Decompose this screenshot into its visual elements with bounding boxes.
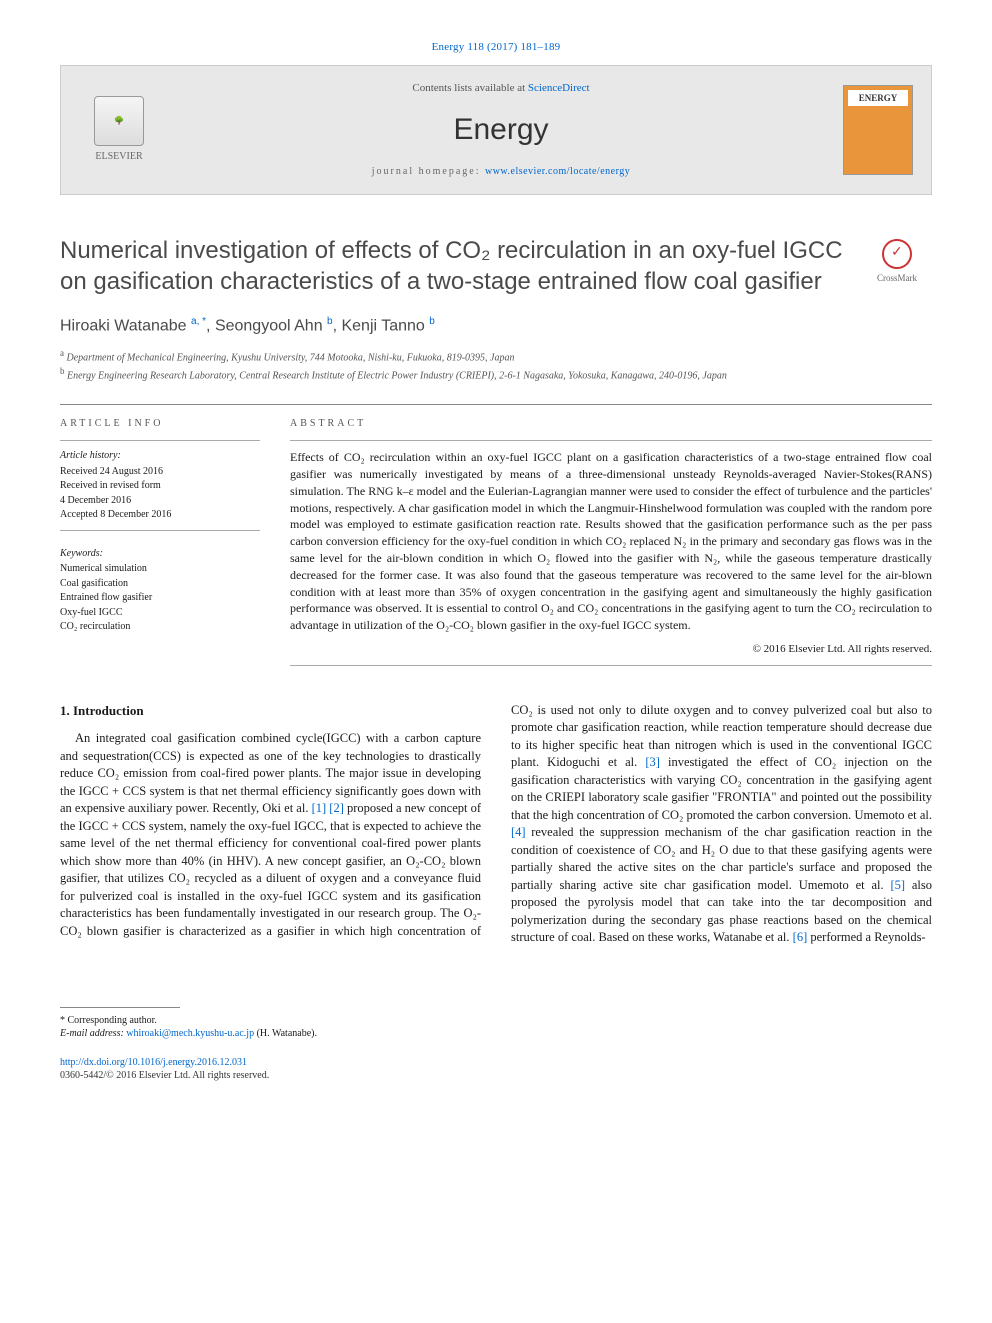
keyword: Oxy-fuel IGCC <box>60 606 260 620</box>
history-item: 4 December 2016 <box>60 494 260 508</box>
title-row: Numerical investigation of effects of CO… <box>60 235 932 297</box>
authors-line: Hiroaki Watanabe a, *, Seongyool Ahn b, … <box>60 315 932 337</box>
email-line: E-mail address: whiroaki@mech.kyushu-u.a… <box>60 1027 932 1040</box>
homepage-prefix: journal homepage: <box>372 166 485 177</box>
section-1-heading: 1. Introduction <box>60 702 481 720</box>
abstract-heading: ABSTRACT <box>290 417 932 431</box>
contents-prefix: Contents lists available at <box>412 82 527 94</box>
abstract-text: Effects of CO₂ recirculation within an o… <box>290 449 932 634</box>
keyword: Numerical simulation <box>60 562 260 576</box>
crossmark-label: CrossMark <box>877 273 917 283</box>
ref-link-2[interactable]: [2] <box>329 801 344 815</box>
affiliations: a Department of Mechanical Engineering, … <box>60 347 932 384</box>
text-run: revealed the suppression mechanism of th… <box>511 825 932 892</box>
article-title: Numerical investigation of effects of CO… <box>60 235 850 297</box>
article-info-column: ARTICLE INFO Article history: Received 2… <box>60 417 260 666</box>
contents-available: Contents lists available at ScienceDirec… <box>159 81 843 96</box>
history-item: Accepted 8 December 2016 <box>60 508 260 522</box>
affiliation-b-text: Energy Engineering Research Laboratory, … <box>67 371 727 382</box>
email-link[interactable]: whiroaki@mech.kyushu-u.ac.jp <box>126 1028 254 1039</box>
crossmark-widget[interactable]: CrossMark <box>862 239 932 284</box>
keyword: CO₂ recirculation <box>60 620 260 634</box>
issn-line: 0360-5442/© 2016 Elsevier Ltd. All right… <box>60 1069 932 1083</box>
homepage-line: journal homepage: www.elsevier.com/locat… <box>159 165 843 179</box>
publisher-name: ELSEVIER <box>79 150 159 164</box>
page-container: Energy 118 (2017) 181–189 🌳 ELSEVIER Con… <box>0 0 992 1113</box>
homepage-link[interactable]: www.elsevier.com/locate/energy <box>485 166 630 177</box>
journal-name: Energy <box>159 110 843 151</box>
article-info-heading: ARTICLE INFO <box>60 417 260 431</box>
email-suffix: (H. Watanabe). <box>254 1028 317 1039</box>
body-text: 1. Introduction An integrated coal gasif… <box>60 702 932 947</box>
history-label: Article history: <box>60 449 260 463</box>
history-item: Received in revised form <box>60 479 260 493</box>
keywords-label: Keywords: <box>60 547 260 561</box>
header-center: Contents lists available at ScienceDirec… <box>159 81 843 178</box>
abstract-column: ABSTRACT Effects of CO₂ recirculation wi… <box>290 417 932 666</box>
publisher-logo[interactable]: 🌳 ELSEVIER <box>79 96 159 164</box>
keyword: Entrained flow gasifier <box>60 591 260 605</box>
doi-link[interactable]: http://dx.doi.org/10.1016/j.energy.2016.… <box>60 1057 247 1068</box>
ref-link-6[interactable]: [6] <box>793 930 808 944</box>
affiliation-b: b Energy Engineering Research Laboratory… <box>60 365 932 383</box>
rule-above-info <box>60 404 932 405</box>
footnote-separator <box>60 1007 180 1008</box>
doi-line: http://dx.doi.org/10.1016/j.energy.2016.… <box>60 1056 932 1070</box>
ref-link-4[interactable]: [4] <box>511 825 526 839</box>
affiliation-a-text: Department of Mechanical Engineering, Ky… <box>67 352 515 363</box>
corresponding-author-note: * Corresponding author. <box>60 1014 932 1027</box>
sciencedirect-link[interactable]: ScienceDirect <box>528 82 590 94</box>
text-run: performed a Reynolds- <box>807 930 925 944</box>
ref-link-3[interactable]: [3] <box>645 755 660 769</box>
history-item: Received 24 August 2016 <box>60 465 260 479</box>
affiliation-a: a Department of Mechanical Engineering, … <box>60 347 932 365</box>
journal-header: 🌳 ELSEVIER Contents lists available at S… <box>60 65 932 195</box>
journal-cover-thumbnail[interactable]: ENERGY <box>843 85 913 175</box>
ref-link-5[interactable]: [5] <box>890 878 905 892</box>
abstract-copyright: © 2016 Elsevier Ltd. All rights reserved… <box>290 642 932 657</box>
intro-paragraph: An integrated coal gasification combined… <box>60 702 932 947</box>
ref-link-1[interactable]: [1] <box>312 801 327 815</box>
footnotes: * Corresponding author. E-mail address: … <box>60 1014 932 1040</box>
cover-title: ENERGY <box>848 90 908 106</box>
elsevier-tree-icon: 🌳 <box>94 96 144 146</box>
citation-line: Energy 118 (2017) 181–189 <box>60 40 932 55</box>
text-run: proposed a new concept of the IGCC + CCS… <box>60 801 481 920</box>
email-label: E-mail address: <box>60 1028 126 1039</box>
keyword: Coal gasification <box>60 577 260 591</box>
crossmark-icon <box>882 239 912 269</box>
info-abstract-row: ARTICLE INFO Article history: Received 2… <box>60 417 932 666</box>
